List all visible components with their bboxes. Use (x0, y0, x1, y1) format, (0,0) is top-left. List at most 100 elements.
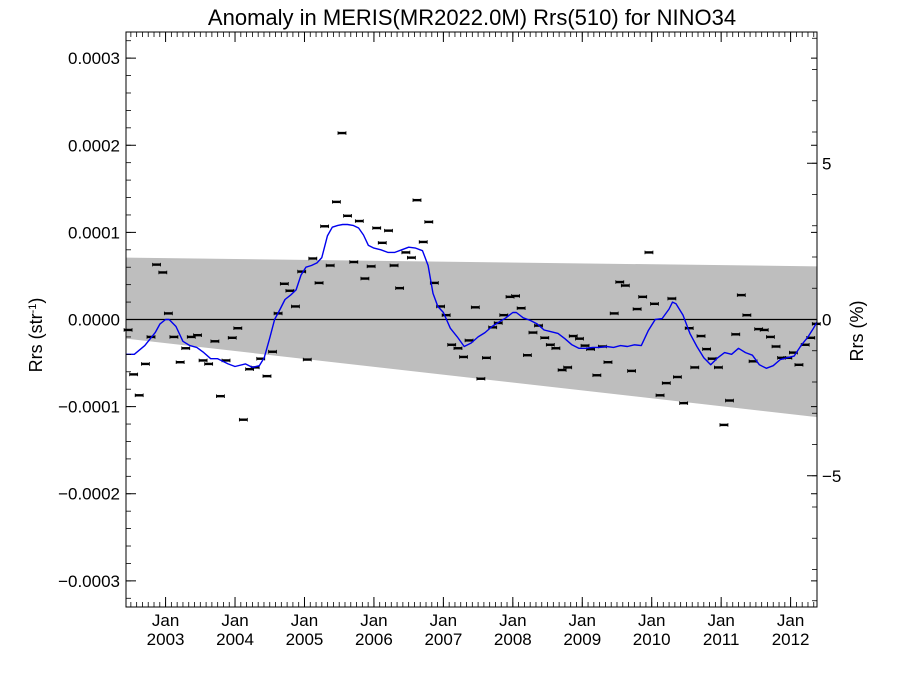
y-tick-label: 0.0001 (68, 223, 120, 242)
data-point (216, 394, 225, 398)
data-point (736, 293, 746, 297)
data-point (592, 373, 602, 378)
data-point (575, 336, 584, 341)
data-point (227, 335, 237, 340)
data-point (661, 381, 671, 385)
data-point (233, 326, 243, 331)
x-tick-year: 2004 (216, 630, 254, 649)
data-point (134, 393, 144, 398)
data-point (620, 283, 630, 288)
data-point (713, 365, 723, 370)
x-tick-year: 2007 (424, 630, 462, 649)
data-point (343, 214, 352, 218)
data-point (568, 334, 578, 338)
x-tick-month: Jan (152, 611, 179, 630)
y-tick-label: 0.0000 (68, 311, 120, 330)
y-axis-label-main: Rrs (str (26, 313, 46, 372)
data-point (337, 131, 347, 135)
x-tick-year: 2010 (633, 630, 671, 649)
x-tick-month: Jan (291, 611, 318, 630)
data-point (123, 328, 133, 332)
y2-axis-label: Rrs (%) (847, 301, 867, 362)
data-point (766, 335, 775, 339)
data-point (609, 311, 619, 316)
data-point (175, 360, 185, 364)
y-axis-label-sup: -1 (27, 304, 39, 314)
data-point (667, 296, 677, 301)
data-point (262, 374, 272, 378)
data-point (238, 417, 248, 422)
data-point (366, 264, 376, 269)
data-point (725, 398, 734, 403)
data-point (325, 263, 335, 268)
y-axis-label: Rrs (str-1) (26, 298, 46, 373)
data-point (731, 332, 741, 337)
data-point (459, 355, 468, 359)
data-point (447, 342, 457, 347)
y-tick-label: −0.0003 (58, 572, 120, 591)
x-tick-month: Jan (777, 611, 804, 630)
chart-title: Anomaly in MERIS(MR2022.0M) Rrs(510) for… (208, 5, 736, 30)
x-tick-month: Jan (569, 611, 596, 630)
y-tick-label: −0.0001 (58, 398, 120, 417)
data-point (424, 220, 434, 224)
data-point (210, 339, 220, 344)
data-point (377, 241, 387, 245)
data-point (545, 342, 555, 347)
data-point (291, 304, 300, 309)
data-point (158, 270, 168, 275)
data-point (407, 255, 416, 260)
y-axis-label-end: ) (26, 298, 46, 304)
data-point (563, 365, 573, 370)
data-point (742, 313, 752, 317)
data-point (655, 393, 665, 398)
data-point (690, 365, 700, 370)
data-point (320, 224, 330, 229)
x-tick-year: 2008 (494, 630, 532, 649)
smoothed-line (126, 223, 818, 369)
y2-tick-label: −5 (822, 467, 841, 486)
data-point (163, 311, 173, 316)
data-point (516, 306, 526, 310)
data-point (401, 250, 411, 255)
data-point (702, 347, 711, 351)
x-tick-month: Jan (499, 611, 526, 630)
x-tick-month: Jan (221, 611, 248, 630)
x-tick-month: Jan (707, 611, 734, 630)
data-point (684, 326, 694, 331)
data-point (354, 219, 364, 223)
data-point (696, 334, 706, 338)
data-point (580, 343, 590, 348)
data-point (557, 368, 567, 372)
y-tick-label: 0.0003 (68, 49, 120, 68)
data-point (673, 375, 682, 379)
x-tick-year: 2005 (286, 630, 324, 649)
data-point (308, 256, 318, 261)
data-point (389, 263, 399, 268)
data-point (332, 200, 341, 204)
data-point (181, 346, 191, 351)
data-point (644, 250, 654, 255)
data-point (204, 362, 214, 366)
data-point (528, 330, 538, 335)
x-tick-month: Jan (360, 611, 387, 630)
data-point (360, 276, 370, 281)
data-point (551, 346, 561, 351)
data-point (603, 360, 613, 364)
data-point (482, 356, 491, 360)
data-point (511, 294, 520, 298)
data-point (453, 346, 463, 351)
data-point (129, 372, 139, 377)
x-tick-month: Jan (638, 611, 665, 630)
data-point (169, 335, 179, 339)
data-point (314, 281, 324, 285)
data-point (441, 313, 451, 317)
data-point (412, 198, 422, 202)
data-point (540, 335, 550, 340)
data-point (268, 349, 277, 354)
monthly-points (123, 131, 821, 427)
data-point (638, 295, 648, 299)
data-point (771, 344, 781, 349)
x-tick-year: 2009 (563, 630, 601, 649)
